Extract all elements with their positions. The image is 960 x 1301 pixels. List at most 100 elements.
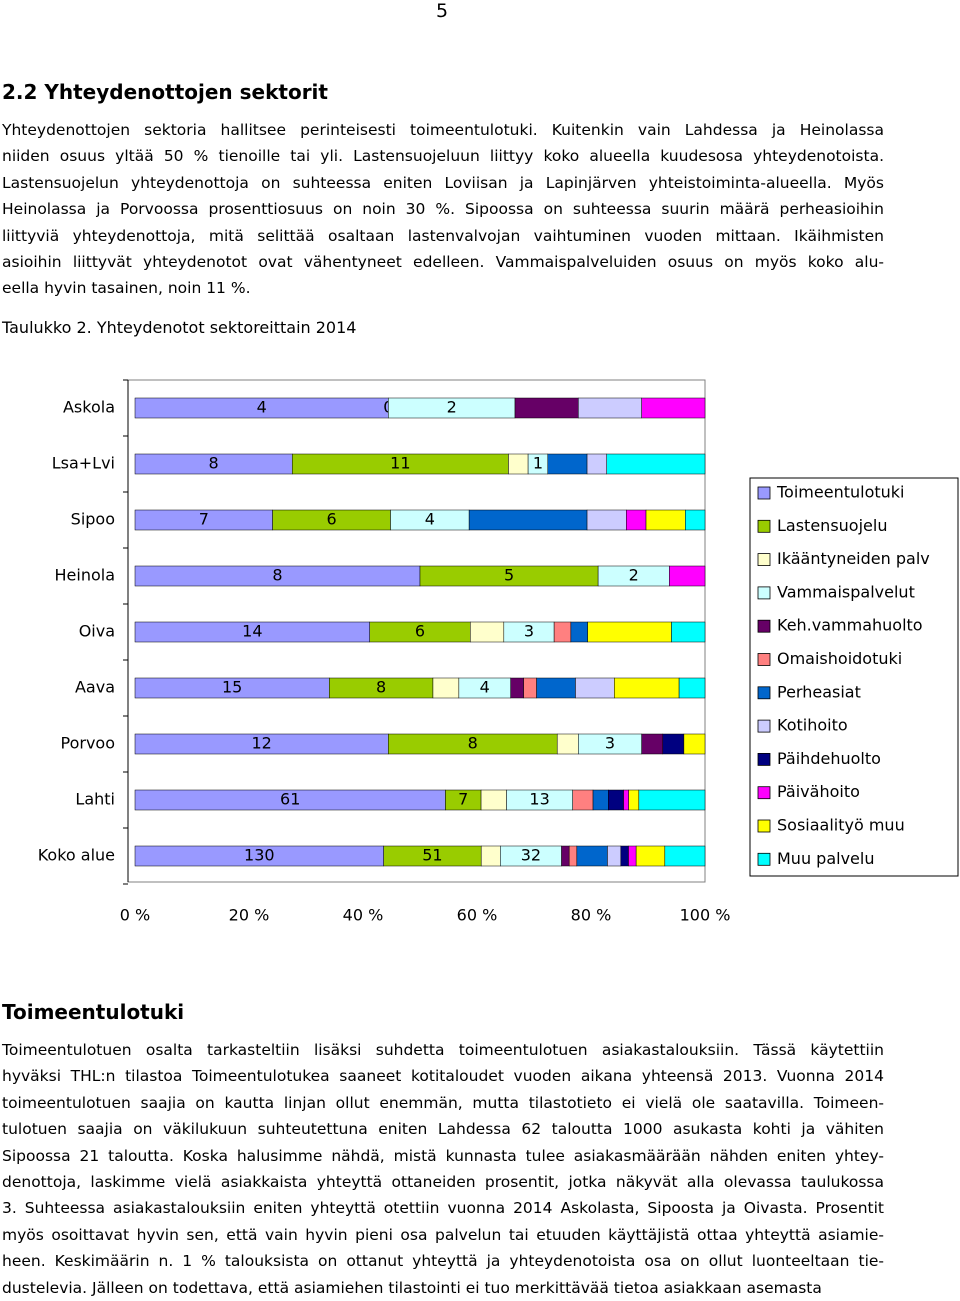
data-label: 2: [629, 566, 639, 585]
legend-swatch: [757, 653, 771, 666]
legend-swatch: [757, 553, 771, 567]
text-line: asioihin liittyvät yhteydenotot ovat väh…: [2, 252, 884, 271]
legend-label: Omaishoidotuki: [777, 649, 902, 668]
heading: Toimeentulotuki: [2, 1000, 185, 1024]
bar-segment: [586, 453, 607, 475]
bar-segment: [641, 733, 664, 755]
legend-swatch: [757, 752, 771, 766]
x-tick-label: 80 %: [571, 906, 612, 925]
legend-swatch: [757, 852, 771, 866]
bar-segment: [508, 453, 529, 475]
bar-segment: [608, 789, 624, 811]
data-label: 3: [605, 734, 615, 753]
legend-label: Kotihoito: [777, 716, 848, 735]
text-line: Sipoossa 21 taloutta. Koska halusimme nä…: [2, 1146, 884, 1165]
paragraph: Yhteydenottojen sektoria hallitsee perin…: [2, 117, 884, 302]
legend-swatch: [757, 686, 771, 700]
text-line: niiden osuus yltää 50 % tienoille tai yl…: [2, 147, 884, 166]
legend-label: Perheasiat: [777, 682, 861, 701]
legend-label: Päihdehuolto: [777, 749, 881, 768]
legend-label: Muu palvelu: [777, 849, 874, 868]
legend-label: Sosiaalityö muu: [777, 816, 905, 835]
data-label: 8: [272, 566, 282, 585]
legend-swatch: [757, 819, 771, 833]
bar-segment: [468, 509, 588, 531]
data-label: 11: [390, 454, 410, 473]
caption: Taulukko 2. Yhteydenotot sektoreittain 2…: [2, 318, 357, 337]
paragraph: Toimeentulotuen osalta tarkasteltiin lis…: [2, 1037, 884, 1301]
bar-segment: [641, 397, 706, 419]
legend-box: [749, 477, 959, 877]
bar-segment: [606, 453, 706, 475]
legend-label: Toimeentulotuki: [776, 483, 904, 502]
bar-segment: [607, 845, 622, 867]
x-tick-label: 100 %: [680, 906, 731, 925]
bar-segment: [645, 509, 686, 531]
legend-label: Ikääntyneiden palv: [777, 549, 930, 568]
x-tick-label: 0 %: [120, 906, 150, 925]
bar-segment: [578, 397, 642, 419]
bar-segment: [536, 677, 576, 699]
bar-segment: [669, 565, 706, 587]
bar-segment: [662, 733, 685, 755]
text-line: Yhteydenottojen sektoria hallitsee perin…: [2, 121, 884, 139]
data-label: 15: [222, 678, 242, 697]
bar-segment: [671, 621, 706, 643]
bar-segment: [576, 845, 608, 867]
y-tick-label: Lsa+Lvi: [52, 454, 115, 473]
bar-segment: [432, 677, 460, 699]
bar-segment: [620, 845, 629, 867]
text-line: myös osoittavat hyvin sen, että vain hyv…: [2, 1225, 884, 1244]
bar-segment: [572, 789, 594, 811]
text-line: liittyviä yhteydenottoja, mitä selittää …: [2, 226, 884, 245]
bar-segment: [587, 621, 672, 643]
bar-segment: [568, 845, 578, 867]
x-tick-label: 60 %: [457, 906, 498, 925]
bar-segment: [638, 789, 706, 811]
text-line: 3. Suhteessa asiakastalouksiin eniten yh…: [2, 1199, 884, 1218]
bar-segment: [614, 677, 680, 699]
y-tick-label: Koko alue: [38, 846, 115, 865]
legend-label: Keh.vammahuolto: [777, 616, 923, 635]
bar-segment: [628, 789, 640, 811]
bar-segment: [586, 509, 627, 531]
data-label: 5: [504, 566, 514, 585]
bar-segment: [561, 845, 570, 867]
data-label: 7: [199, 510, 209, 529]
bar-segment: [575, 677, 615, 699]
y-tick-label: Sipoo: [71, 510, 115, 529]
data-label: 8: [468, 734, 478, 753]
bar-segment: [570, 621, 588, 643]
bar-segment: [628, 845, 637, 867]
data-label: 130: [244, 846, 275, 865]
text-line: Lastensuojelun yhteydenottoja on suhtees…: [2, 173, 884, 192]
bar-segment: [523, 677, 537, 699]
heading: 2.2 Yhteydenottojen sektorit: [2, 80, 328, 104]
chart: 0 %20 %40 %60 %80 %100 %Askola402Lsa+Lvi…: [38, 379, 959, 925]
legend-swatch: [757, 719, 771, 733]
bar-segment: [664, 845, 706, 867]
text-line: dustelevia. Jälleen on todettava, että a…: [2, 1278, 822, 1297]
bar-segment: [470, 621, 505, 643]
text-line: Toimeentulotuen osalta tarkasteltiin lis…: [2, 1041, 884, 1059]
data-label: 3: [524, 622, 534, 641]
x-tick-label: 40 %: [343, 906, 384, 925]
data-label: 8: [209, 454, 219, 473]
data-label: 8: [376, 678, 386, 697]
bar-segment: [626, 509, 647, 531]
bar-segment: [678, 677, 706, 699]
data-label: 6: [326, 510, 336, 529]
text-line: hyväksi THL:n tilastoa Toimeentulotukea …: [2, 1067, 884, 1086]
data-label: 32: [521, 846, 541, 865]
y-tick-label: Porvoo: [61, 734, 116, 753]
data-label: 6: [415, 622, 425, 641]
text-line: denottoja, laskimme vielä asiakkaista yh…: [2, 1172, 884, 1191]
legend-swatch: [757, 519, 771, 533]
x-tick-label: 20 %: [229, 906, 270, 925]
data-label: 7: [458, 790, 468, 809]
text-line: Heinolassa ja Porvoossa prosenttiosuus o…: [2, 200, 884, 219]
bar-segment: [480, 845, 501, 867]
bar-segment: [556, 733, 579, 755]
y-tick-label: Askola: [63, 398, 115, 417]
legend-label: Vammaispalvelut: [777, 582, 915, 601]
